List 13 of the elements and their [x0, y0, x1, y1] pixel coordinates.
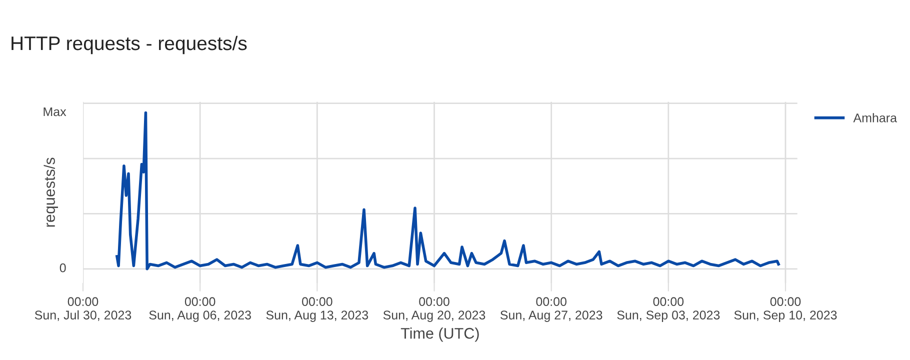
x-tick-label: 00:00 Sun, Jul 30, 2023 [34, 297, 132, 321]
x-tick-label: 00:00 Sun, Aug 06, 2023 [149, 297, 251, 322]
text: Max [44, 107, 66, 116]
x-tick-label: 00:00 Sun, Aug 13, 2023 [266, 297, 368, 322]
x-tick-label: 00:00 Sun, Sep 03, 2023 [617, 297, 720, 322]
text: 0 [60, 263, 66, 272]
y-axis-title: requests/s [44, 158, 58, 227]
x-axis-title: Time (UTC) [400, 328, 479, 342]
x-tick-label: 00:00 Sun, Aug 27, 2023 [500, 297, 602, 322]
x-tick-label: 00:00 Sun, Sep 10, 2023 [734, 297, 837, 322]
legend-label: Amhara [853, 113, 898, 122]
x-tick-label: 00:00 Sun, Aug 20, 2023 [383, 297, 486, 322]
chart-title: HTTP requests - requests/s [12, 36, 247, 54]
